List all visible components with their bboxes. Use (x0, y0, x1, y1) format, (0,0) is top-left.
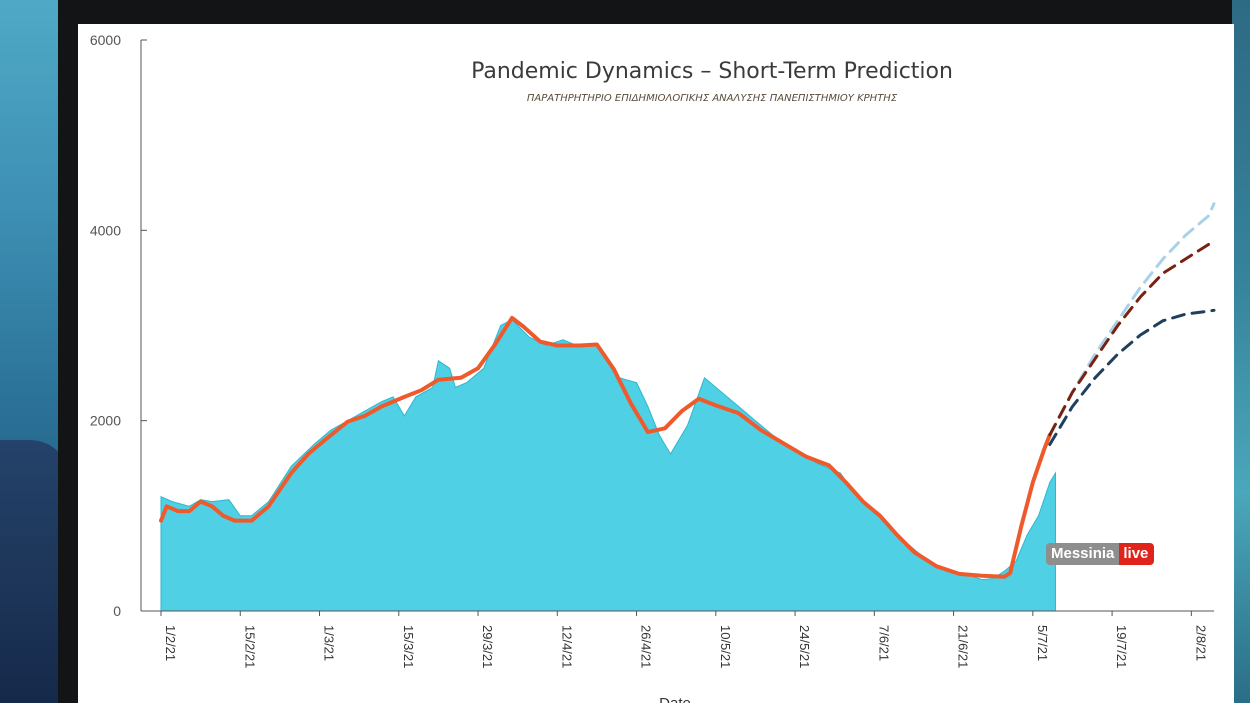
chart-subtitle: ΠΑΡΑΤΗΡΗΤΗΡΙΟ ΕΠΙΔΗΜΙΟΛΟΓΙΚΗΣ ΑΝΑΛΥΣΗΣ Π… (527, 93, 898, 104)
monitor-screen: Pandemic Dynamics – Short-Term Predictio… (78, 24, 1234, 703)
y-tick-label: 6000 (90, 32, 121, 48)
series-4-line (1048, 308, 1216, 446)
x-axis-label: Date (659, 695, 691, 703)
x-tick-label: 19/7/21 (1114, 625, 1129, 668)
chart-title: Pandemic Dynamics – Short-Term Predictio… (471, 59, 953, 84)
x-tick-label: 10/5/21 (718, 625, 733, 668)
x-tick-label: 15/3/21 (401, 625, 416, 668)
series-2-line (1048, 202, 1216, 437)
series-3-line (1048, 238, 1216, 437)
messinia-live-logo: Messinia live (1046, 543, 1155, 565)
x-tick-label: 12/4/21 (559, 625, 574, 668)
background-right (1230, 0, 1250, 703)
logo-brand-text: Messinia (1046, 543, 1120, 565)
y-tick-label: 0 (113, 603, 121, 619)
axis-layer: 0 2000 4000 6000 1/2/21 15/2/21 1/3/21 15/3/21 2… (90, 32, 1214, 668)
series-1-line (159, 315, 1052, 579)
x-tick-label: 26/4/21 (639, 625, 654, 668)
y-tick-label: 4000 (90, 222, 121, 238)
x-tick-label: 15/2/21 (242, 625, 257, 668)
x-tick-label: 2/8/21 (1193, 625, 1208, 661)
series-layer (159, 202, 1216, 612)
x-tick-label: 24/5/21 (797, 625, 812, 668)
x-tick-label: 7/6/21 (876, 625, 891, 661)
chart: Pandemic Dynamics – Short-Term Predictio… (90, 32, 1216, 703)
y-tick-label: 2000 (90, 413, 121, 429)
x-tick-label: 29/3/21 (480, 625, 495, 668)
logo-live-badge: live (1119, 543, 1155, 565)
x-tick-label: 1/3/21 (322, 625, 337, 661)
x-tick-label: 1/2/21 (163, 625, 178, 661)
x-tick-label: 5/7/21 (1035, 625, 1050, 661)
x-tick-label: 21/6/21 (956, 625, 971, 668)
